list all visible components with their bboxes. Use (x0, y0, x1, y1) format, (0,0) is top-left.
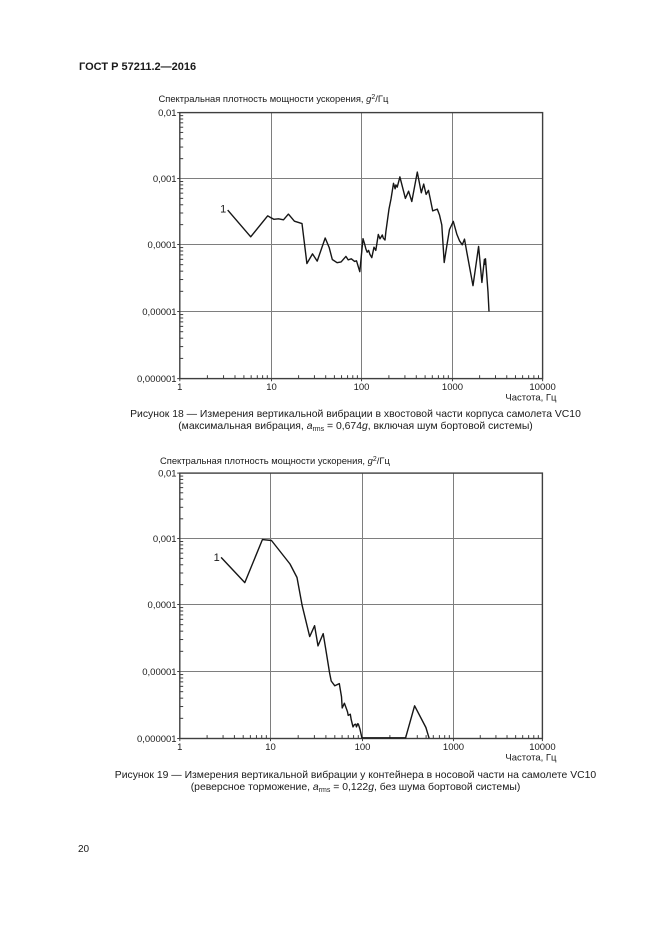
svg-text:100: 100 (354, 382, 370, 393)
svg-text:0,00001: 0,00001 (142, 307, 176, 318)
svg-text:10: 10 (265, 742, 276, 753)
svg-text:0,000001: 0,000001 (137, 734, 177, 745)
svg-text:100: 100 (355, 742, 371, 753)
svg-text:1: 1 (177, 382, 182, 393)
svg-text:0,001: 0,001 (153, 174, 177, 185)
svg-text:10000: 10000 (529, 742, 555, 753)
svg-text:0,01: 0,01 (158, 108, 177, 119)
svg-text:0,0001: 0,0001 (148, 600, 177, 611)
svg-text:10: 10 (266, 382, 277, 393)
svg-text:0,0001: 0,0001 (148, 240, 177, 251)
svg-text:Частота, Гц: Частота, Гц (505, 752, 557, 763)
svg-text:0,00001: 0,00001 (142, 667, 176, 678)
svg-text:Частота, Гц: Частота, Гц (505, 393, 557, 404)
svg-text:10000: 10000 (529, 382, 555, 393)
svg-text:0,001: 0,001 (153, 534, 177, 545)
svg-text:1000: 1000 (443, 742, 464, 753)
svg-text:1: 1 (220, 203, 226, 215)
svg-text:0,01: 0,01 (158, 468, 177, 479)
svg-text:1: 1 (177, 742, 182, 753)
svg-text:1000: 1000 (442, 382, 463, 393)
svg-text:1: 1 (214, 552, 220, 564)
svg-text:0,000001: 0,000001 (137, 374, 177, 385)
